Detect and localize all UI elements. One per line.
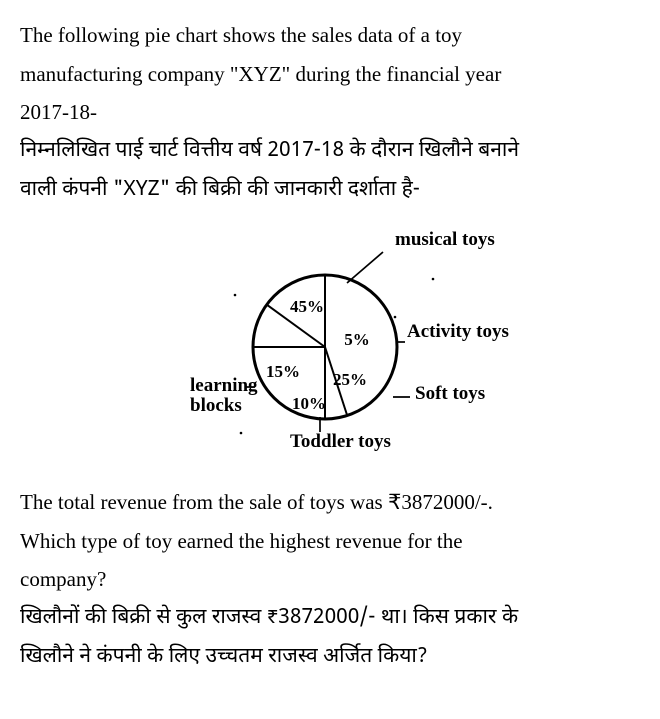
question-en-line2: Which type of toy earned the highest rev… (20, 524, 640, 559)
intro-en-line3: 2017-18- (20, 95, 640, 130)
question-en-line3: company? (20, 562, 640, 597)
print-noise-dot (394, 316, 397, 319)
intro-en-line1: The following pie chart shows the sales … (20, 18, 640, 53)
intro-en-line2: manufacturing company "XYZ" during the f… (20, 57, 640, 92)
question-hi-line1: खिलौनों की बिक्री से कुल राजस्व ₹3872000… (20, 601, 640, 636)
intro-hi-line1: निम्नलिखित पाई चार्ट वित्तीय वर्ष 2017-1… (20, 134, 640, 169)
leader-line (347, 252, 383, 283)
category-label: Activity toys (407, 321, 509, 342)
category-label: musical toys (395, 229, 495, 250)
category-label: Toddler toys (290, 431, 391, 452)
category-label: blocks (190, 395, 242, 416)
category-label: Soft toys (415, 383, 485, 404)
question-hi-line2: खिलौने ने कंपनी के लिए उच्चतम राजस्व अर्… (20, 640, 640, 675)
print-noise-dot (234, 294, 237, 297)
print-noise-dot (240, 432, 243, 435)
question-en-line1: The total revenue from the sale of toys … (20, 485, 640, 520)
category-label: learning (190, 375, 258, 396)
pct-label: 25% (333, 370, 367, 389)
print-noise-dot (432, 278, 435, 281)
pie-chart: 45% 5% 25% 10% 15% musical toys Activity toys S… (20, 217, 640, 467)
intro-hi-line2: वाली कंपनी "XYZ" की बिक्री की जानकारी दर… (20, 173, 640, 208)
pct-label: 10% (292, 394, 326, 413)
pct-label: 5% (344, 330, 370, 349)
pct-label: 15% (266, 362, 300, 381)
pct-label: 45% (290, 297, 324, 316)
